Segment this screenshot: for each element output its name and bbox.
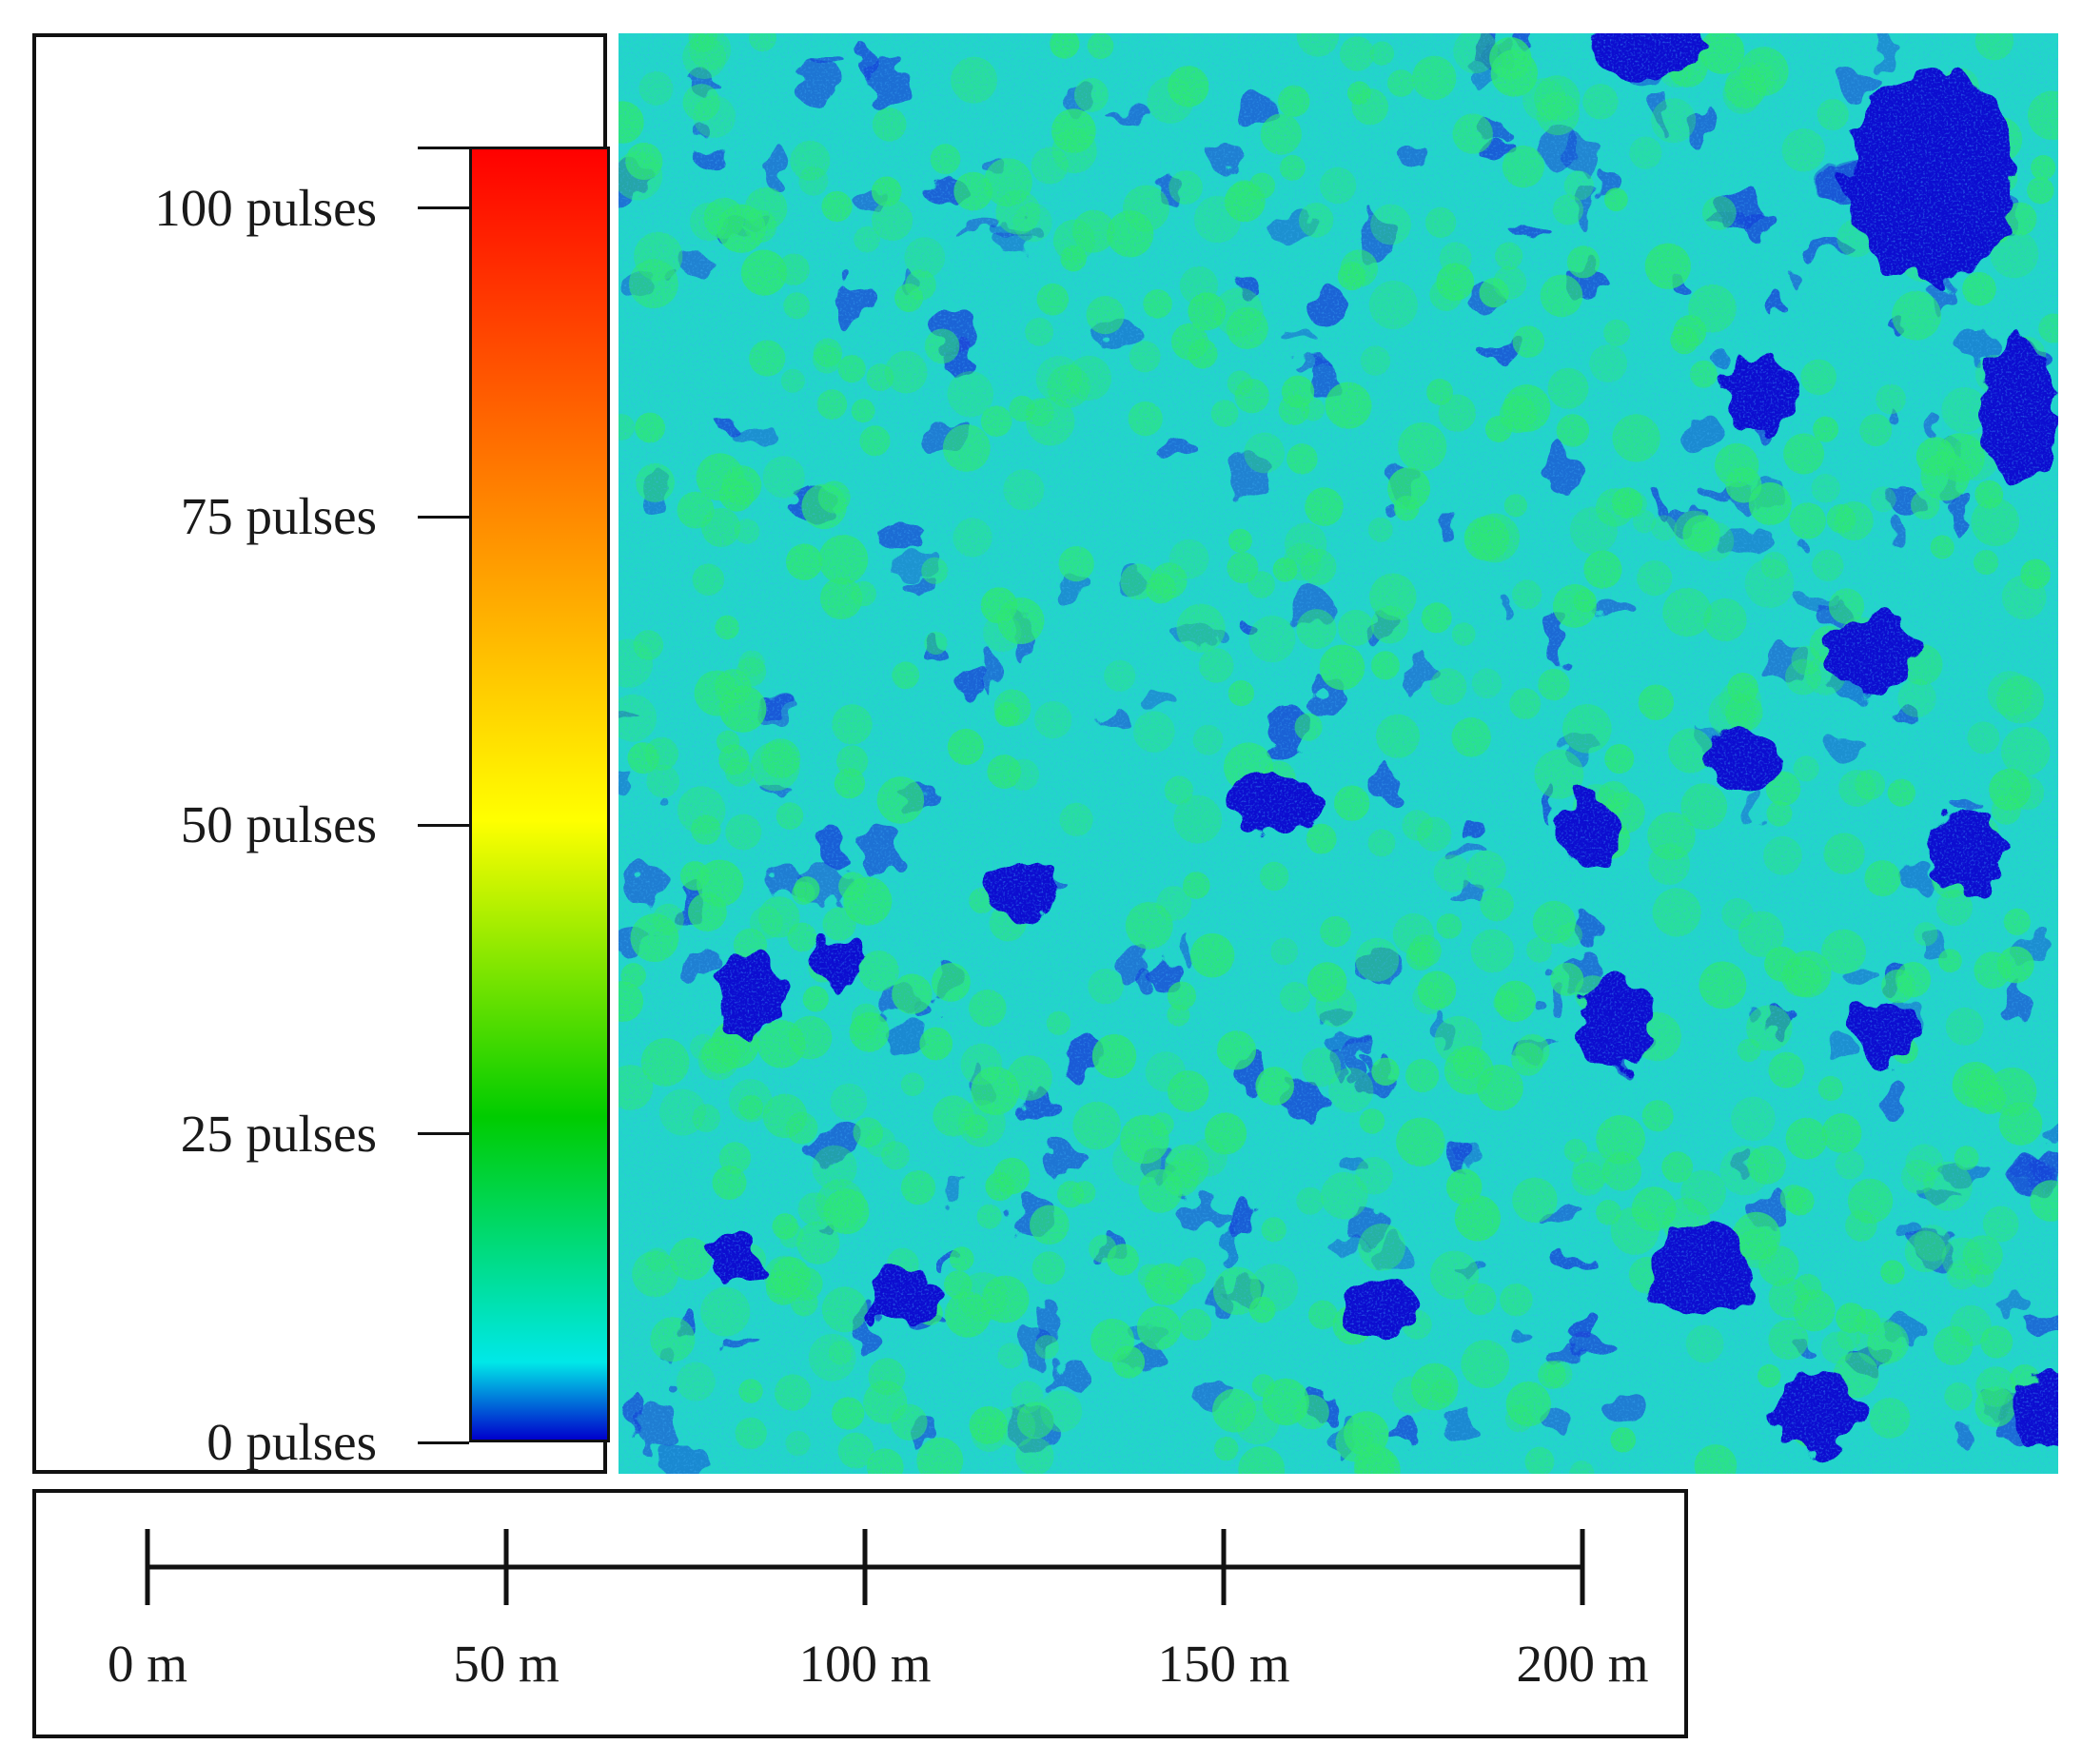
colorbar-tick-label: 25 pulses	[180, 1104, 377, 1163]
colorbar-tick	[418, 1441, 469, 1444]
colorbar-axis-top	[418, 147, 469, 149]
colorbar-tick-label: 100 pulses	[154, 178, 377, 237]
pulse-density-map	[619, 33, 2058, 1474]
colorbar-tick-label: 50 pulses	[180, 795, 377, 854]
colorbar-tick	[418, 515, 469, 519]
scale-bar-label: 100 m	[798, 1635, 932, 1693]
scale-bar-panel: 0 m 50 m 100 m 150 m 200 m	[32, 1489, 1688, 1738]
legend-panel: 100 pulses 75 pulses 50 pulses 25 pulses 0 p…	[32, 33, 610, 1474]
scale-bar-label: 150 m	[1157, 1635, 1290, 1693]
colorbar	[469, 147, 610, 1442]
scale-bar-label: 0 m	[107, 1635, 188, 1693]
scale-bar-label: 50 m	[453, 1635, 560, 1693]
scale-bar-label: 200 m	[1516, 1635, 1649, 1693]
colorbar-tick-label: 75 pulses	[180, 487, 377, 546]
colorbar-tick-label: 0 pulses	[206, 1413, 377, 1471]
speckle-noise	[619, 33, 2058, 1474]
colorbar-tick	[418, 1132, 469, 1136]
pulse-density-raster	[619, 33, 2058, 1474]
colorbar-tick	[418, 823, 469, 827]
colorbar-tick	[418, 206, 469, 210]
scale-bar	[145, 1529, 1585, 1605]
